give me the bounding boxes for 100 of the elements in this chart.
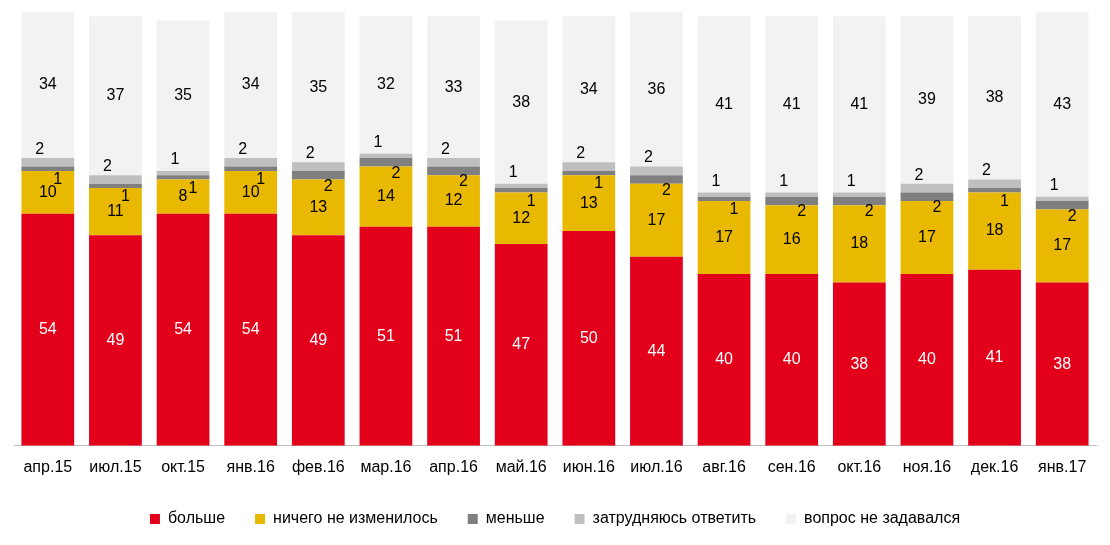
bar — [1035, 196, 1089, 201]
data-label: 1 — [594, 174, 604, 192]
bar — [224, 158, 278, 167]
data-label: 38 — [1053, 354, 1072, 372]
bar — [968, 269, 1021, 446]
bar — [494, 20, 548, 184]
bar — [832, 205, 886, 283]
x-tick-label: апр.16 — [429, 457, 479, 475]
data-label: 44 — [647, 341, 666, 359]
bar — [224, 166, 278, 171]
bar — [494, 243, 548, 446]
bar — [630, 256, 683, 446]
data-label: 1 — [846, 171, 856, 189]
data-label: 41 — [715, 94, 734, 112]
data-label: 17 — [1053, 236, 1072, 254]
bar — [697, 16, 751, 193]
bar — [697, 274, 751, 446]
bar — [21, 166, 75, 171]
data-label: 2 — [391, 163, 401, 181]
bar — [832, 282, 886, 446]
bar — [765, 196, 819, 206]
data-label: 11 — [107, 202, 124, 220]
bar — [832, 16, 886, 193]
bar — [427, 175, 480, 227]
bar — [968, 179, 1021, 189]
data-label: 41 — [985, 348, 1004, 366]
data-label: 2 — [305, 144, 315, 162]
data-label: 12 — [444, 191, 463, 209]
bar — [291, 170, 345, 180]
data-label: 38 — [512, 92, 531, 110]
bar — [765, 205, 819, 274]
bar — [21, 12, 75, 159]
bar — [89, 235, 142, 446]
bar — [968, 188, 1021, 193]
data-label: 16 — [782, 230, 801, 248]
data-label: 43 — [1053, 94, 1072, 112]
data-label: 34 — [579, 79, 598, 97]
bar — [562, 231, 616, 446]
bar — [427, 166, 480, 176]
data-label: 17 — [647, 210, 666, 228]
bar — [156, 213, 210, 446]
x-tick-label: окт.16 — [837, 457, 882, 475]
bar — [1035, 209, 1089, 283]
data-label: 18 — [985, 221, 1004, 239]
data-label: 40 — [782, 350, 801, 368]
data-label: 2 — [797, 202, 807, 220]
data-label: 34 — [38, 75, 57, 93]
data-label: 38 — [850, 354, 869, 372]
bar — [697, 200, 751, 274]
data-label: 13 — [309, 197, 328, 215]
data-label: 2 — [932, 198, 942, 216]
bar — [291, 12, 345, 163]
bar — [697, 196, 751, 201]
bar — [224, 213, 278, 446]
bar — [630, 183, 683, 257]
bar — [89, 183, 142, 189]
bar — [21, 170, 75, 214]
data-label: 36 — [647, 79, 666, 97]
bar — [156, 170, 210, 176]
data-label: 2 — [576, 144, 586, 162]
data-label: 2 — [864, 202, 874, 220]
data-label: 2 — [459, 172, 469, 190]
data-label: 1 — [188, 178, 198, 196]
bar — [21, 213, 75, 446]
bar — [291, 179, 345, 236]
bar — [630, 12, 683, 167]
bar — [359, 153, 413, 159]
legend-label: больше — [167, 509, 226, 527]
bar — [291, 162, 345, 171]
bar — [89, 188, 142, 236]
data-label: 1 — [373, 133, 383, 151]
bar — [427, 226, 480, 446]
data-label: 12 — [512, 208, 531, 226]
bar — [832, 192, 886, 197]
bar — [968, 16, 1021, 180]
data-label: 1 — [1049, 176, 1059, 194]
x-tick-label: дек.16 — [970, 457, 1019, 475]
data-label: 35 — [309, 77, 328, 95]
bar — [291, 235, 345, 446]
bar — [630, 175, 683, 184]
bar — [765, 16, 819, 193]
bar — [359, 16, 413, 154]
x-tick-label: фев.16 — [291, 457, 345, 475]
bar — [765, 192, 819, 197]
data-label: 1 — [1000, 191, 1010, 209]
data-label: 2 — [238, 139, 248, 157]
data-label: 40 — [715, 350, 734, 368]
data-label: 33 — [444, 77, 463, 95]
data-label: 1 — [711, 171, 721, 189]
data-label: 2 — [323, 176, 333, 194]
bar — [359, 158, 413, 167]
bar — [224, 170, 278, 214]
x-tick-label: янв.16 — [226, 457, 275, 475]
data-label: 1 — [170, 150, 180, 168]
data-label: 51 — [377, 326, 395, 344]
bar — [900, 183, 954, 193]
data-label: 54 — [38, 320, 57, 338]
data-label: 1 — [729, 200, 739, 218]
data-label: 1 — [526, 191, 536, 209]
bar — [156, 20, 210, 171]
